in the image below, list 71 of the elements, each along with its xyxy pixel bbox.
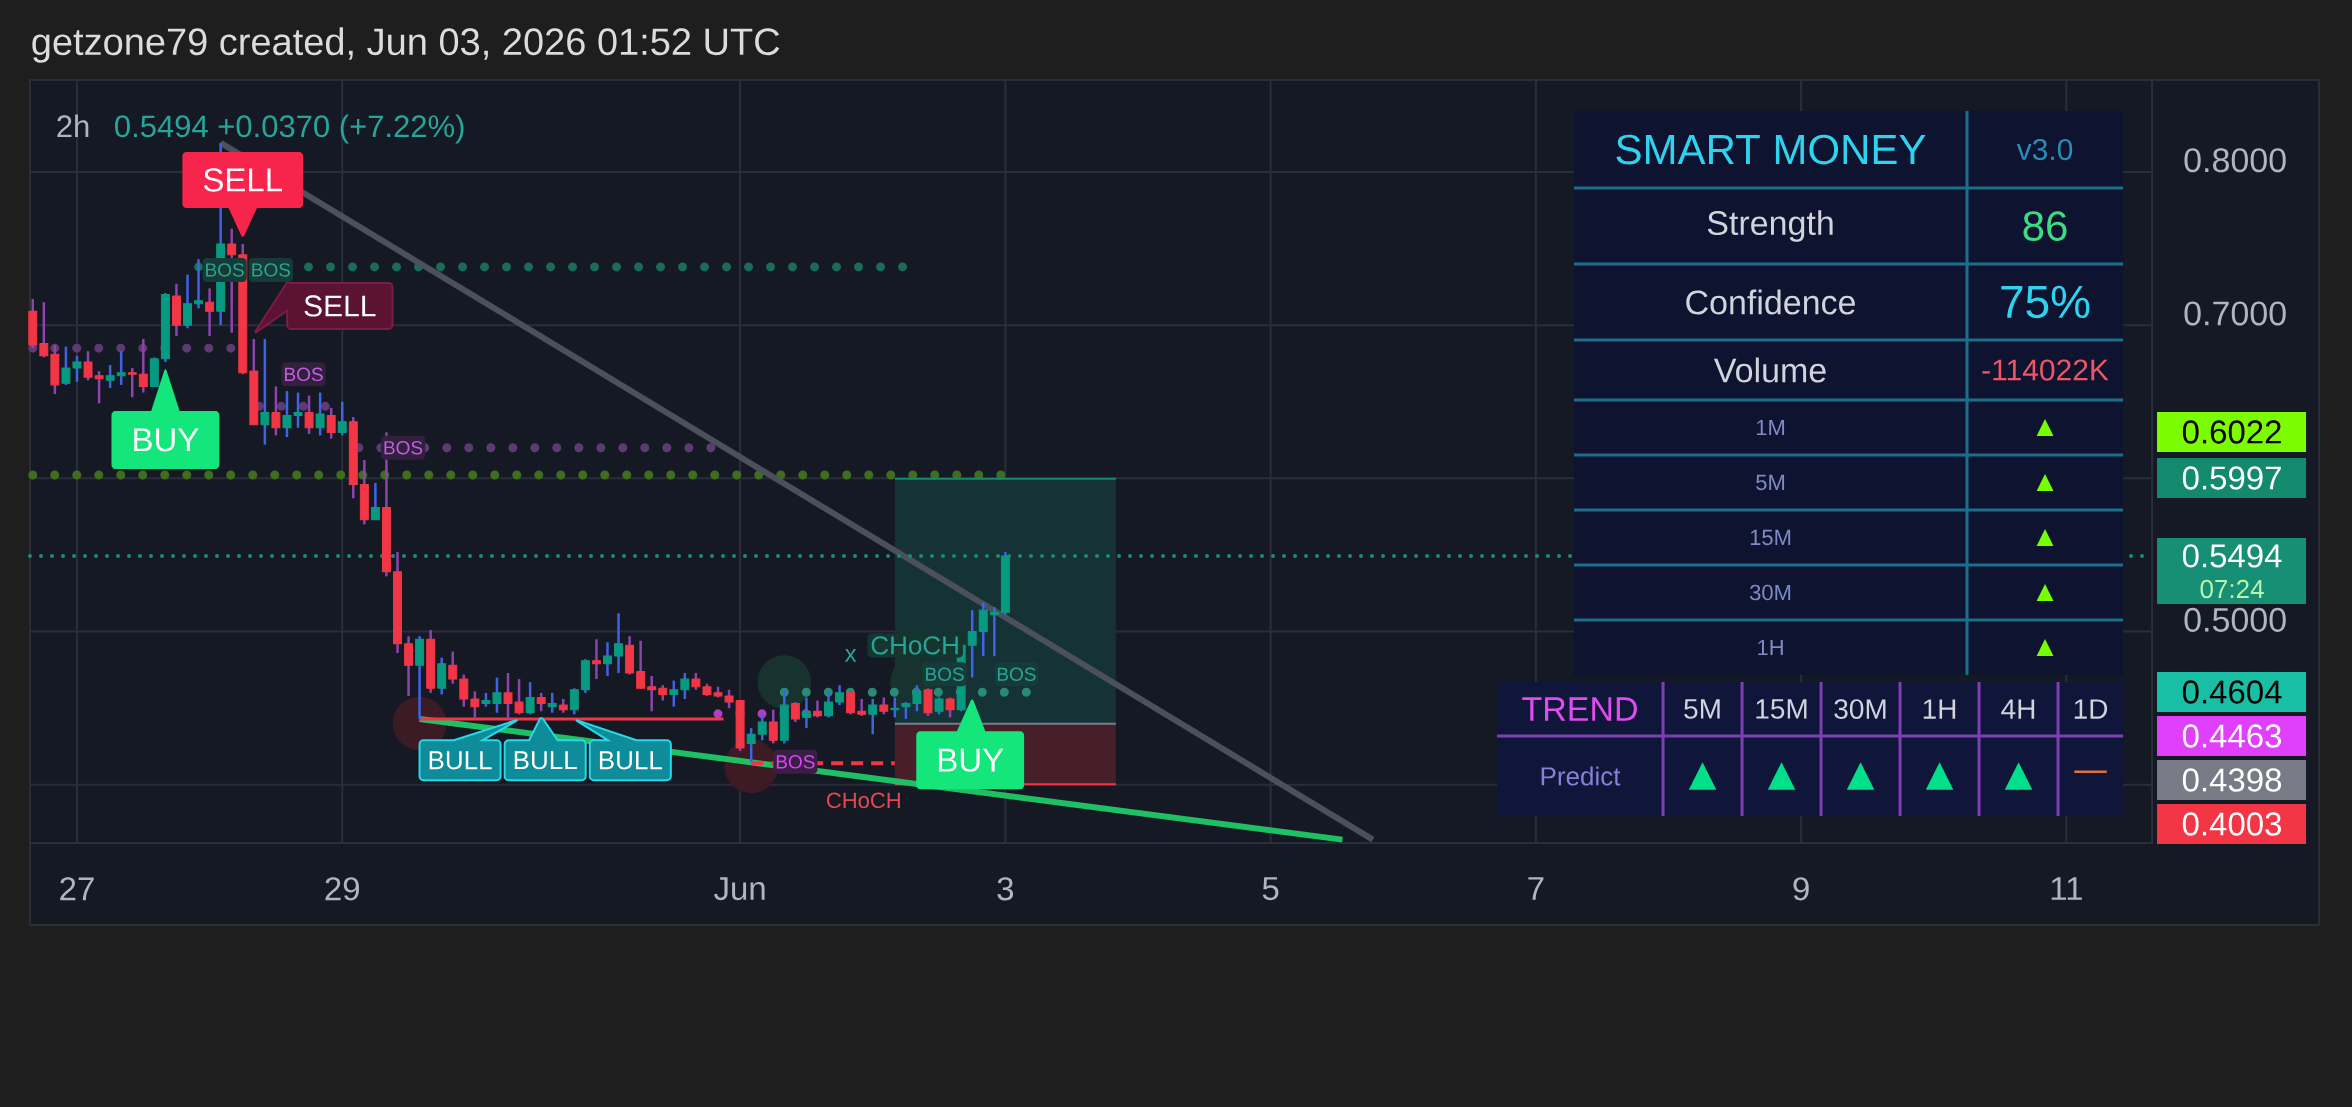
annotation: ▲ [2036,529,2054,546]
annotation: ▲ [2004,762,2033,790]
text: 0.5997 [2182,466,2281,490]
annotation: BOS [776,755,815,769]
annotation: BOS [926,667,964,681]
text: 2h [57,114,89,137]
text: 0.4463 [2182,724,2282,748]
annotation: SELL [304,295,376,317]
y-tick-label: 0.7000 [2184,301,2286,326]
text: 0.4398 [2182,768,2282,792]
annotation: SELL [203,168,283,192]
annotation: 86 [2023,211,2067,241]
annotation: BULL [599,751,662,770]
annotation: 1H [1758,639,1783,656]
annotation: 1M [1756,419,1785,436]
annotation: CHoCH [827,792,900,809]
annotation: 30M [1749,584,1791,601]
x-tick-label: 7 [1528,877,1544,900]
annotation: Strength [1707,210,1833,242]
x-tick-label: 27 [60,877,94,901]
annotation: 5M [1684,699,1720,719]
annotation: BOS [285,367,323,382]
annotation: Confidence [1686,289,1855,315]
annotation: BOS [206,263,244,277]
annotation: 30M [1834,699,1886,719]
annotation: BUY [938,748,1004,772]
text: 07:24 [2200,579,2264,599]
annotation: ▲ [1846,762,1875,790]
annotation: ▲ [2036,419,2054,436]
annotation: ▲ [1925,762,1954,790]
annotation: ▲ [1767,762,1796,790]
x-tick-label: 11 [2051,877,2082,900]
annotation: -114022K [1982,359,2109,381]
annotation: — [2074,770,2107,773]
ref-line-label: 0.5494 [2182,544,2282,568]
y-tick-label: 0.5000 [2184,607,2286,632]
annotation: Predict [1541,766,1621,786]
annotation: 1H [1923,699,1956,719]
annotation: 1D [2074,699,2108,719]
x-tick-label: 9 [1793,877,1809,901]
annotation: BULL [429,751,492,770]
annotation: ▲ [2036,474,2054,491]
annotation: Volume [1713,357,1826,383]
annotation: x [844,649,857,662]
x-tick-label: 29 [325,877,360,901]
annotation: ▲ [2036,584,2054,601]
annotation: BUY [134,428,199,452]
text: v3.0 [2016,138,2073,161]
annotation: TREND [1522,697,1637,721]
annotation: CHoCH [871,636,958,655]
annotation: BOS [384,440,423,455]
annotation: 15M [1756,699,1807,719]
text: 0.4003 [2182,812,2282,836]
annotation: BOS [997,667,1036,681]
annotation: 75% [2001,285,2090,319]
x-tick-label: 5 [1262,877,1279,901]
annotation: ▲ [1688,762,1717,790]
annotation: 0.5494 +0.0370 (+7.22%) [115,114,464,144]
chart-title: getzone79 created, Jun 03, 2026 01:52 UTC [32,27,780,63]
text: SMART MONEY [1616,134,1926,165]
text: 0.4604 [2182,680,2282,704]
x-tick-label: 3 [997,877,1014,901]
x-tick-label: Jun [714,877,765,901]
annotation: BOS [252,263,291,277]
text: 0.6022 [2182,420,2281,444]
annotation: 5M [1756,474,1785,491]
annotation: 4H [2001,699,2035,719]
y-tick-label: 0.8000 [2184,148,2286,173]
annotation: 15M [1750,529,1791,546]
annotation: BULL [514,751,577,770]
annotation: ▲ [2036,639,2054,656]
